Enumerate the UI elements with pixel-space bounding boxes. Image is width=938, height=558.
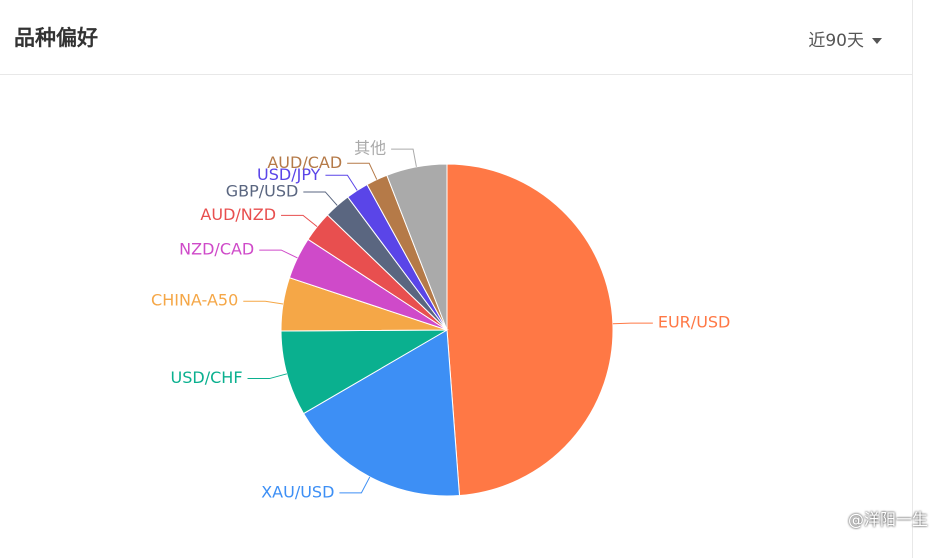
caret[interactable] — [872, 38, 882, 44]
slice-label: NZD/CAD — [179, 240, 254, 259]
chart: EUR/USD XAU/USD USD/CHF CHINA-A50 NZD/CAD AUD… — [151, 139, 731, 502]
leader-line — [247, 373, 288, 380]
panel: 品种偏好 近90天 EUR/USD XAU/USD USD/CHF CHINA-A50… — [0, 0, 913, 558]
leader-line — [339, 476, 371, 494]
slice-label: CHINA-A50 — [151, 291, 238, 310]
pie-slice — [280, 329, 449, 415]
range-dropdown[interactable]: 近90天 — [808, 26, 882, 51]
slice-label: EUR/USD — [658, 313, 731, 332]
leader-line — [347, 162, 378, 180]
leader-line — [391, 148, 417, 167]
slice-label: USD/CHF — [171, 368, 243, 387]
leader-line — [259, 249, 298, 259]
slice-label: 其他 — [354, 139, 386, 158]
leader-line — [325, 174, 358, 191]
title: 品种偏好 — [14, 26, 98, 50]
slice-label: AUD/CAD — [267, 153, 342, 172]
slice-label: GBP/USD — [226, 181, 299, 200]
slice-label: AUD/NZD — [200, 205, 276, 224]
slice-label: XAU/USD — [261, 482, 334, 501]
pie-slice — [302, 329, 461, 497]
watermark: @洋阳一生 — [847, 510, 928, 529]
slice-label: USD/JPY — [257, 165, 321, 184]
leader-line — [303, 191, 338, 206]
range-label[interactable]: 近90天 — [808, 31, 864, 51]
leader-line — [612, 322, 653, 325]
leader-line — [281, 214, 318, 228]
leader-line — [243, 300, 284, 305]
header: 品种偏好 近90天 — [0, 0, 912, 75]
pie-slice — [446, 163, 614, 497]
